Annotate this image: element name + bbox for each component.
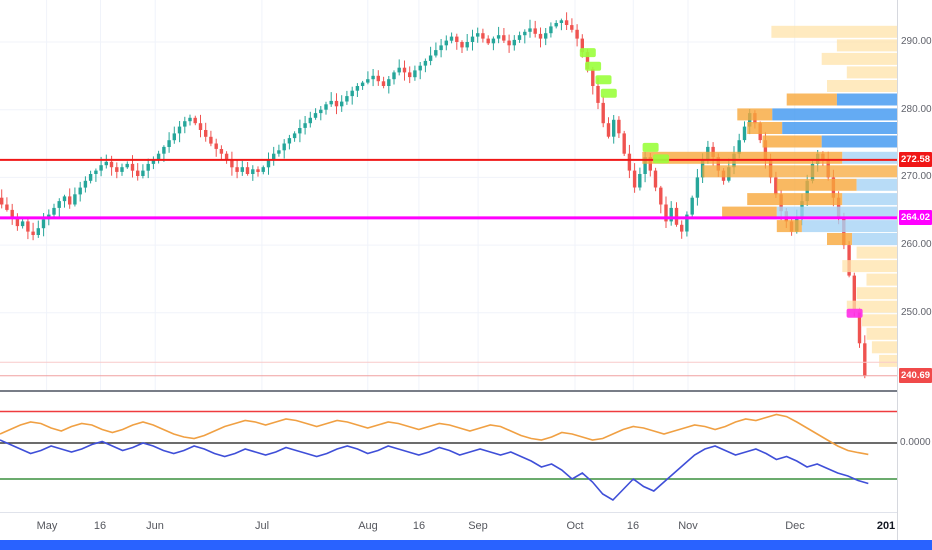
oscillator-blue-line xyxy=(0,439,869,502)
buy-signal-marker xyxy=(579,48,596,58)
pane-separator[interactable] xyxy=(0,390,897,392)
price-level-badge: 272.58 xyxy=(899,152,932,167)
buy-signal-marker xyxy=(600,88,617,98)
indicator-zero-label: 0.0000 xyxy=(900,437,931,448)
time-axis-label: May xyxy=(36,520,58,532)
grid-layer xyxy=(0,0,897,390)
buy-signal-marker xyxy=(595,75,612,85)
time-axis-label: Sep xyxy=(468,520,488,532)
oscillator-orange-line xyxy=(0,413,869,456)
buy-signal-marker xyxy=(585,61,602,71)
price-tick-label: 270.00 xyxy=(901,171,932,182)
time-axis-label: 16 xyxy=(626,520,640,532)
level-lines-layer[interactable] xyxy=(0,158,897,377)
price-tick-label: 280.00 xyxy=(901,104,932,115)
time-axis-label: 16 xyxy=(93,520,107,532)
time-axis-label: Oct xyxy=(566,520,584,532)
time-axis[interactable]: May 16 Jun Jul Aug 16 Sep Oct 16 Nov Dec 201 xyxy=(0,512,897,538)
oscillator-reference-lines xyxy=(0,410,897,480)
sell-signal-marker xyxy=(846,308,863,318)
oscillator-pane-canvas[interactable] xyxy=(0,392,897,512)
price-tick-label: 250.00 xyxy=(901,307,932,318)
time-axis-label: Aug xyxy=(358,520,378,532)
time-axis-label: Jul xyxy=(254,520,270,532)
buy-signal-marker xyxy=(642,142,659,152)
time-axis-label: 16 xyxy=(412,520,426,532)
time-axis-label: Nov xyxy=(678,520,698,532)
candles-layer xyxy=(0,12,867,379)
price-level-badge: 264.02 xyxy=(899,210,932,225)
buy-signal-marker xyxy=(653,154,670,164)
timeline-scrollbar[interactable] xyxy=(0,540,932,550)
price-tick-label: 290.00 xyxy=(901,36,932,47)
time-axis-label: Dec xyxy=(785,520,805,532)
time-axis-label: Jun xyxy=(146,520,164,532)
price-axis[interactable]: 290.00 280.00 270.00 260.00 250.00 272.58 264.… xyxy=(897,0,932,540)
price-level-badge: 240.69 xyxy=(899,368,932,383)
price-tick-label: 260.00 xyxy=(901,239,932,250)
time-axis-year-label: 201 xyxy=(876,520,896,532)
signal-markers-layer[interactable] xyxy=(579,48,863,318)
candlestick-chart-canvas[interactable] xyxy=(0,0,897,390)
